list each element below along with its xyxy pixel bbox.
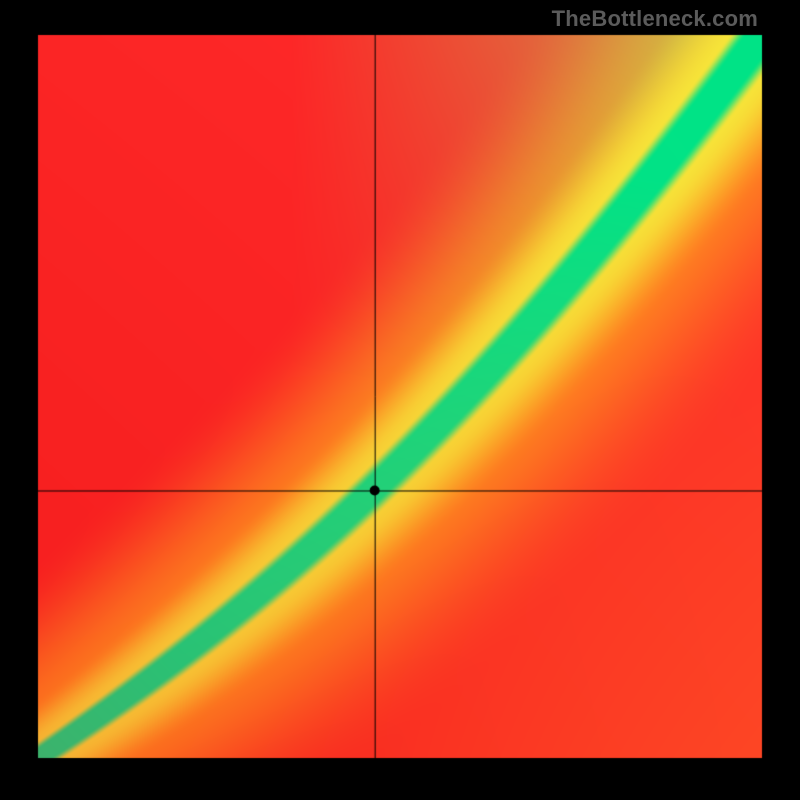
bottleneck-heatmap <box>0 0 800 800</box>
watermark-text: TheBottleneck.com <box>552 6 758 32</box>
